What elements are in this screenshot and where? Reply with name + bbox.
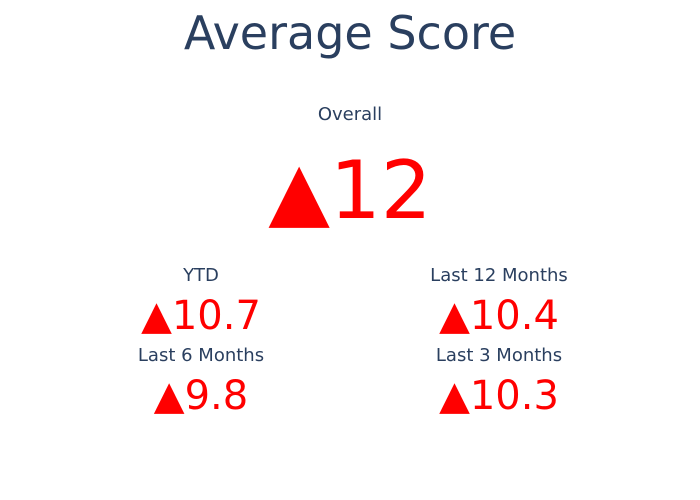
indicator-last-3-months: Last 3 Months ▲10.3 bbox=[349, 344, 649, 422]
up-arrow-icon: ▲ bbox=[439, 293, 470, 339]
up-arrow-icon: ▲ bbox=[153, 373, 185, 419]
indicator-ytd-value: ▲10.7 bbox=[51, 290, 351, 342]
up-arrow-icon: ▲ bbox=[439, 373, 470, 419]
indicator-last-3-months-number: 10.3 bbox=[469, 373, 559, 419]
chart-title: Average Score bbox=[183, 6, 517, 60]
indicator-overall-label: Overall bbox=[317, 104, 383, 125]
indicator-overall-value: ▲12 bbox=[200, 141, 500, 241]
indicator-overall-number: 12 bbox=[329, 144, 432, 237]
indicator-last-12-months-value: ▲10.4 bbox=[349, 290, 649, 342]
indicator-last-12-months-number: 10.4 bbox=[469, 293, 559, 339]
indicator-overall: Overall ▲12 bbox=[200, 103, 500, 241]
indicator-last-3-months-label: Last 3 Months bbox=[435, 345, 563, 366]
indicator-last-6-months: Last 6 Months ▲9.8 bbox=[51, 344, 351, 422]
up-arrow-icon: ▲ bbox=[268, 144, 330, 237]
indicator-last-3-months-value: ▲10.3 bbox=[349, 370, 649, 422]
indicator-last-12-months: Last 12 Months ▲10.4 bbox=[349, 264, 649, 342]
indicator-last-12-months-label: Last 12 Months bbox=[430, 265, 568, 286]
indicator-ytd: YTD ▲10.7 bbox=[51, 264, 351, 342]
indicator-ytd-label: YTD bbox=[183, 265, 219, 286]
up-arrow-icon: ▲ bbox=[141, 293, 172, 339]
indicator-last-6-months-number: 9.8 bbox=[184, 373, 249, 419]
indicator-last-6-months-value: ▲9.8 bbox=[51, 370, 351, 422]
indicator-ytd-number: 10.7 bbox=[171, 293, 261, 339]
indicator-last-6-months-label: Last 6 Months bbox=[137, 345, 265, 366]
